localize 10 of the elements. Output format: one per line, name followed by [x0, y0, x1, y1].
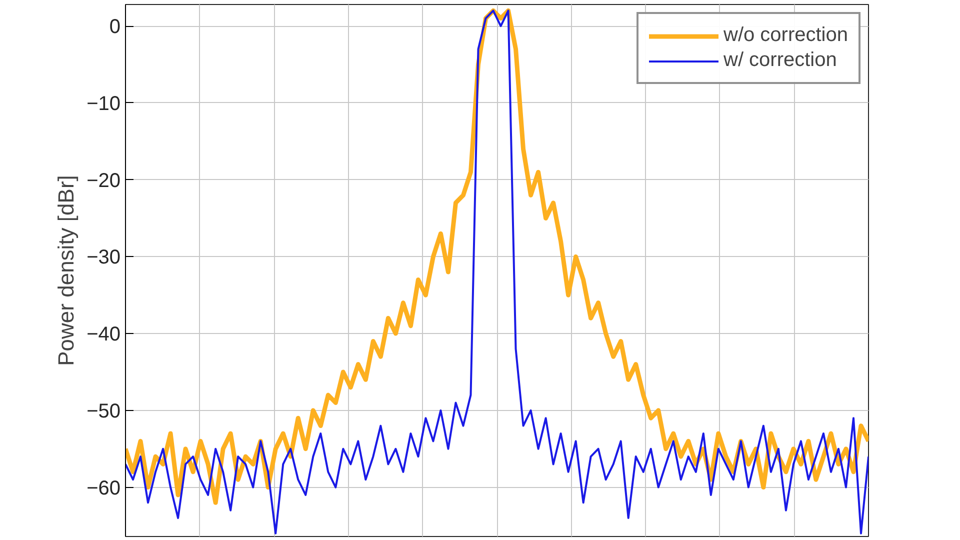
y-axis-title: Power density [dBr] — [54, 175, 79, 366]
y-tick-label: −20 — [86, 170, 121, 192]
y-tick-label: −40 — [86, 324, 121, 346]
y-tick-label: −60 — [86, 477, 121, 500]
y-tick-label: 0 — [109, 16, 120, 38]
legend-label: w/o correction — [724, 24, 848, 47]
y-tick-label: −10 — [86, 92, 121, 115]
y-tick-label: −50 — [86, 400, 121, 422]
y-tick-label: −30 — [86, 246, 121, 269]
legend-label: w/ correction — [724, 49, 837, 72]
